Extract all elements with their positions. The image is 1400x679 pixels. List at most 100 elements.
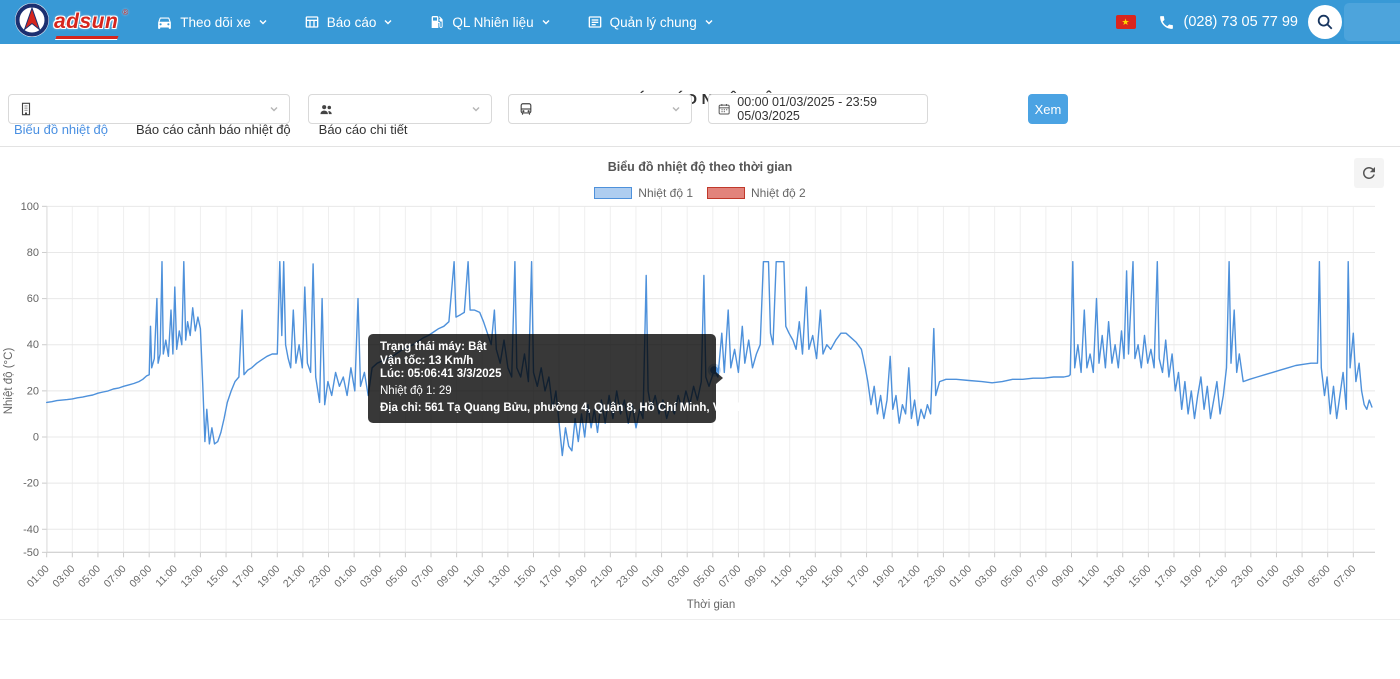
top-navbar: adsun ® Theo dõi xe Báo cáo QL Nhiên liệ… bbox=[0, 0, 1400, 44]
menu-label: QL Nhiên liệu bbox=[452, 14, 534, 30]
svg-text:13:00: 13:00 bbox=[1101, 563, 1128, 590]
chevron-down-icon bbox=[384, 20, 392, 25]
svg-text:13:00: 13:00 bbox=[486, 563, 513, 590]
svg-text:21:00: 21:00 bbox=[896, 563, 923, 590]
svg-text:03:00: 03:00 bbox=[1280, 563, 1307, 590]
svg-text:09:00: 09:00 bbox=[742, 563, 769, 590]
menu-reports[interactable]: Báo cáo bbox=[304, 14, 394, 30]
chevron-down-icon bbox=[705, 20, 713, 25]
svg-text:19:00: 19:00 bbox=[870, 563, 897, 590]
svg-text:05:00: 05:00 bbox=[1306, 563, 1333, 590]
legend-temp1[interactable]: Nhiệt độ 1 bbox=[594, 186, 693, 200]
svg-text:01:00: 01:00 bbox=[25, 563, 52, 590]
svg-text:60: 60 bbox=[27, 293, 39, 305]
tab-detail-report[interactable]: Báo cáo chi tiết bbox=[318, 122, 408, 137]
svg-text:09:00: 09:00 bbox=[127, 563, 154, 590]
svg-text:13:00: 13:00 bbox=[793, 563, 820, 590]
vehicle-select[interactable] bbox=[508, 94, 692, 124]
legend-temp2[interactable]: Nhiệt độ 2 bbox=[707, 186, 806, 200]
logo-underline bbox=[55, 36, 119, 39]
svg-text:11:00: 11:00 bbox=[1076, 563, 1103, 590]
svg-text:15:00: 15:00 bbox=[204, 563, 231, 590]
svg-text:17:00: 17:00 bbox=[537, 563, 564, 590]
refresh-icon bbox=[1363, 167, 1375, 179]
svg-text:05:00: 05:00 bbox=[383, 563, 410, 590]
menu-vehicle-tracking[interactable]: Theo dõi xe bbox=[156, 14, 268, 31]
main-menu: Theo dõi xe Báo cáo QL Nhiên liệu Quản l… bbox=[156, 14, 713, 31]
chart-tooltip: Trạng thái máy: Bật Vận tốc: 13 Km/h Lúc… bbox=[368, 334, 769, 423]
chevron-down-icon bbox=[270, 107, 278, 112]
svg-text:01:00: 01:00 bbox=[947, 563, 974, 590]
svg-text:01:00: 01:00 bbox=[640, 563, 667, 590]
adsun-logo-icon bbox=[14, 2, 50, 43]
legend-swatch-temp2 bbox=[707, 187, 745, 199]
list-icon bbox=[588, 16, 601, 28]
legend-label: Nhiệt độ 2 bbox=[751, 186, 806, 200]
car-icon bbox=[158, 17, 172, 29]
tooltip-address: Địa chỉ: 561 Tạ Quang Bửu, phường 4, Quậ… bbox=[380, 402, 769, 414]
svg-text:15:00: 15:00 bbox=[819, 563, 846, 590]
svg-text:40: 40 bbox=[27, 339, 39, 351]
tab-temperature-alert-report[interactable]: Báo cáo cảnh báo nhiệt độ bbox=[135, 122, 291, 137]
svg-text:0: 0 bbox=[33, 432, 39, 444]
tab-temperature-chart[interactable]: Biểu đồ nhiệt độ bbox=[14, 122, 108, 137]
svg-text:-50: -50 bbox=[23, 547, 39, 559]
search-button[interactable] bbox=[1308, 5, 1342, 39]
view-button[interactable]: Xem bbox=[1028, 94, 1068, 124]
svg-text:09:00: 09:00 bbox=[435, 563, 462, 590]
menu-general-management[interactable]: Quản lý chung bbox=[587, 14, 714, 30]
chevron-down-icon bbox=[542, 20, 550, 25]
svg-text:23:00: 23:00 bbox=[921, 563, 948, 590]
svg-text:23:00: 23:00 bbox=[614, 563, 641, 590]
chevron-down-icon bbox=[259, 20, 267, 25]
adsun-logo[interactable]: adsun ® bbox=[14, 2, 128, 43]
svg-text:07:00: 07:00 bbox=[1024, 563, 1051, 590]
vehicle-front-icon bbox=[520, 103, 532, 115]
report-table-icon bbox=[305, 16, 319, 28]
chevron-down-icon bbox=[672, 107, 680, 112]
menu-fuel-management[interactable]: QL Nhiên liệu bbox=[429, 14, 550, 30]
building-icon bbox=[21, 102, 31, 116]
legend-swatch-temp1 bbox=[594, 187, 633, 199]
svg-text:11:00: 11:00 bbox=[153, 563, 180, 590]
calendar-icon bbox=[718, 104, 730, 115]
filter-bar: 00:00 01/03/2025 - 23:59 05/03/2025 Xem bbox=[0, 44, 1400, 124]
svg-text:03:00: 03:00 bbox=[665, 563, 692, 590]
chart-card: Biểu đồ nhiệt độ theo thời gian Nhiệt độ… bbox=[0, 146, 1400, 620]
svg-text:07:00: 07:00 bbox=[716, 563, 743, 590]
menu-label: Báo cáo bbox=[326, 14, 377, 30]
svg-text:100: 100 bbox=[21, 201, 39, 213]
phone-icon bbox=[1159, 15, 1173, 29]
svg-text:01:00: 01:00 bbox=[1255, 563, 1282, 590]
svg-text:17:00: 17:00 bbox=[845, 563, 872, 590]
svg-text:03:00: 03:00 bbox=[358, 563, 385, 590]
svg-text:15:00: 15:00 bbox=[512, 563, 539, 590]
svg-text:19:00: 19:00 bbox=[255, 563, 282, 590]
svg-text:07:00: 07:00 bbox=[1331, 563, 1358, 590]
adsun-logo-text: adsun bbox=[54, 10, 119, 33]
svg-text:05:00: 05:00 bbox=[998, 563, 1025, 590]
vietnam-flag-icon[interactable]: ★ bbox=[1115, 15, 1136, 29]
svg-text:05:00: 05:00 bbox=[691, 563, 718, 590]
svg-text:07:00: 07:00 bbox=[102, 563, 129, 590]
svg-text:13:00: 13:00 bbox=[178, 563, 205, 590]
registered-mark: ® bbox=[122, 7, 129, 17]
svg-text:21:00: 21:00 bbox=[588, 563, 615, 590]
svg-text:11:00: 11:00 bbox=[768, 563, 795, 590]
svg-text:03:00: 03:00 bbox=[50, 563, 77, 590]
chevron-down-icon bbox=[472, 107, 480, 112]
svg-text:11:00: 11:00 bbox=[461, 563, 488, 590]
refresh-button[interactable] bbox=[1354, 158, 1384, 188]
svg-text:03:00: 03:00 bbox=[973, 563, 1000, 590]
chart-title: Biểu đồ nhiệt độ theo thời gian bbox=[607, 160, 793, 174]
chart-legend: Nhiệt độ 1 Nhiệt độ 2 bbox=[0, 186, 1400, 200]
svg-text:19:00: 19:00 bbox=[563, 563, 590, 590]
svg-text:17:00: 17:00 bbox=[1152, 563, 1179, 590]
tooltip-time: Lúc: 05:06:41 3/3/2025 bbox=[380, 368, 502, 380]
company-select[interactable] bbox=[8, 94, 290, 124]
menu-label: Quản lý chung bbox=[609, 14, 697, 30]
group-select[interactable] bbox=[308, 94, 492, 124]
tooltip-engine-status: Trạng thái máy: Bật bbox=[380, 341, 487, 353]
date-range-picker[interactable]: 00:00 01/03/2025 - 23:59 05/03/2025 bbox=[708, 94, 928, 124]
